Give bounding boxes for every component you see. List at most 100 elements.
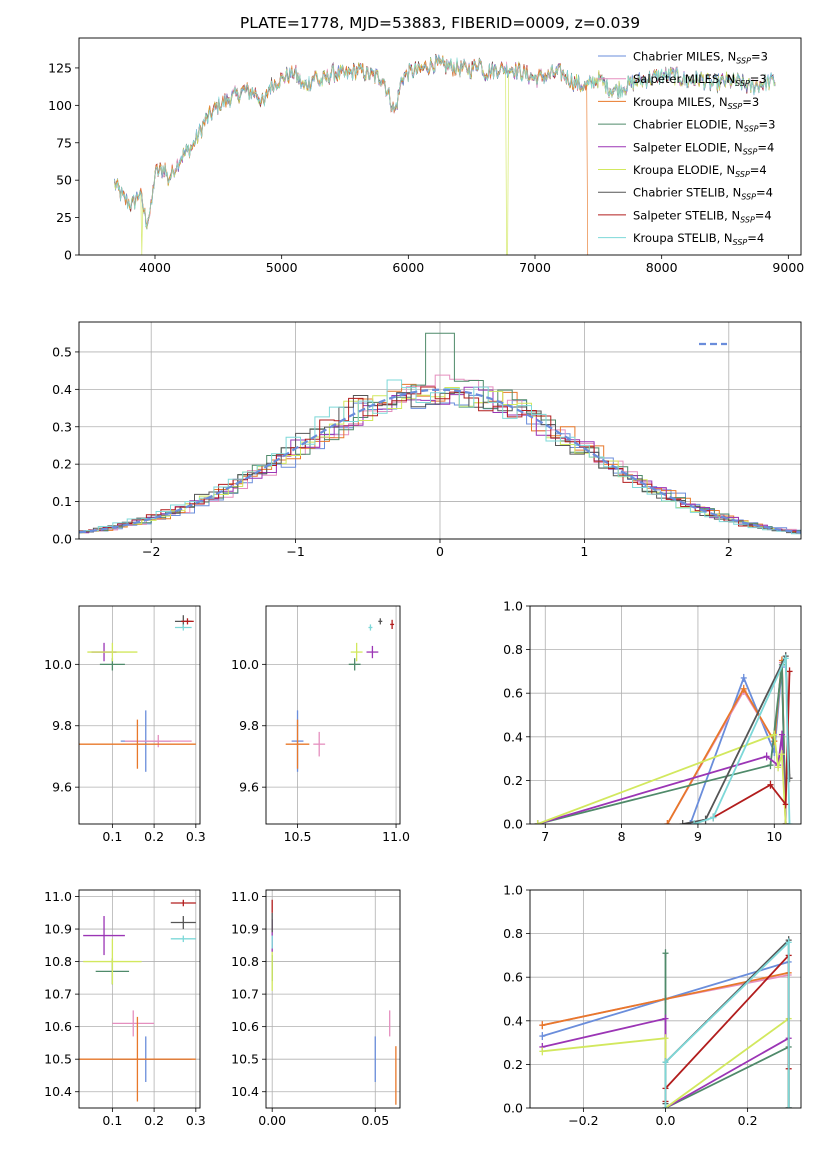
plot-area-mass_vs_ebv [271, 899, 397, 1105]
legend-label: Chabrier ELODIE, NSSP=3 [633, 118, 775, 134]
legend-label: Kroupa ELODIE, NSSP=4 [633, 163, 767, 179]
y-tick-label: 0.4 [52, 382, 72, 397]
panel-massweight_vs_age: 7 8 9 10 0.0 0.2 0.4 0.6 0.8 1.0 [503, 599, 802, 844]
errorbar-point-2 [124, 734, 192, 748]
errorbar-point-9 [368, 624, 373, 631]
legend-model-name: Chabrier ELODIE, N [633, 118, 744, 132]
x-tick-label: 1 [580, 544, 588, 559]
x-tick-label: 5000 [266, 260, 298, 275]
legend-model-name: Salpeter STELIB, N [633, 208, 740, 222]
legend-label: Chabrier STELIB, NSSP=4 [633, 186, 773, 202]
legend-model-name: Chabrier MILES, N [633, 50, 736, 64]
errorbar-point-6 [87, 642, 138, 662]
panel-residuals: −2 −1 0 1 2 0.0 0.1 0.2 0.3 0.4 0.5 [52, 321, 802, 559]
plot-area-spectrum [114, 53, 776, 255]
errorbar-point-9 [174, 624, 192, 631]
x-tick-label: −1 [286, 544, 304, 559]
errorbar-point-7 [378, 618, 383, 625]
y-tick-label: 0.8 [503, 926, 523, 941]
legend-model-name: Salpeter MILES, N [633, 72, 735, 86]
axes-frame [265, 889, 401, 1109]
y-tick-label: 25 [56, 210, 72, 225]
x-tick-label: 4000 [139, 260, 171, 275]
x-tick-label: 9000 [772, 260, 804, 275]
x-tick-label: 8000 [646, 260, 678, 275]
legend-nssp: =4 [757, 140, 774, 154]
legend-nssp: =3 [742, 95, 759, 109]
legend-nssp: =4 [750, 163, 767, 177]
plot-area-age_vs_mass [285, 618, 395, 772]
legend-nssp: =3 [759, 118, 776, 132]
errorbar-point-3 [285, 719, 310, 769]
histogram-step-8 [79, 386, 801, 534]
x-tick-label: 0.0 [656, 1113, 676, 1128]
y-tick-label: 125 [48, 60, 72, 75]
y-tick-label: 0.2 [503, 773, 523, 788]
y-tick-label: 0.2 [503, 1057, 523, 1072]
plot-area-mass_vs_Z [79, 899, 196, 1102]
x-tick-label: 9 [694, 829, 702, 844]
y-tick-label: 0.8 [503, 642, 523, 657]
x-tick-label: 0.3 [186, 1113, 206, 1128]
errorbar-point-4 [348, 658, 361, 671]
legend-model-name: Kroupa ELODIE, N [633, 163, 735, 177]
weight-series-4 [537, 664, 787, 824]
x-tick-label: 0.1 [102, 1113, 122, 1128]
errorbar-point-3 [79, 1016, 196, 1102]
x-tick-label: 7 [541, 829, 549, 844]
y-tick-label: 0.4 [503, 729, 523, 744]
y-tick-label: 0.5 [52, 344, 72, 359]
axes-frame [78, 605, 201, 825]
legend-label: Salpeter STELIB, NSSP=4 [633, 208, 772, 224]
y-tick-label: 75 [56, 135, 72, 150]
plot-area-massweight_vs_Z [539, 936, 792, 1108]
y-tick-label: 10.6 [44, 1019, 72, 1034]
x-tick-label: 0 [436, 544, 444, 559]
axes-frame [265, 605, 401, 825]
y-tick-label: 0.2 [52, 457, 72, 472]
weight-series-9 [693, 657, 791, 824]
y-tick-label: 11.0 [44, 889, 72, 904]
errorbar-point-5 [83, 916, 125, 956]
x-tick-label: 0.05 [361, 1113, 389, 1128]
x-tick-label: 0.1 [102, 829, 122, 844]
legend-nssp: =4 [747, 231, 764, 245]
x-tick-label: 0.2 [144, 1113, 164, 1128]
y-tick-label: 9.8 [239, 718, 259, 733]
axes-frame [78, 889, 201, 1109]
x-tick-label: 11.0 [382, 829, 410, 844]
legend-nssp: =3 [751, 50, 768, 64]
legend-label: Salpeter MILES, NSSP=3 [633, 72, 767, 88]
errorbar-point-3 [79, 719, 196, 769]
x-tick-label: −2 [142, 544, 160, 559]
x-tick-label: 10.5 [284, 829, 312, 844]
y-tick-label: 0.0 [503, 1101, 523, 1116]
spectrum-line-9 [114, 54, 776, 227]
plot-area-age_vs_Z [79, 615, 196, 772]
y-tick-label: 10.8 [231, 954, 259, 969]
errorbar-point-2 [112, 1010, 155, 1037]
y-tick-label: 100 [48, 98, 72, 113]
y-tick-label: 10.6 [231, 1019, 259, 1034]
y-tick-label: 0.3 [52, 419, 72, 434]
axes-frame [78, 37, 802, 256]
errorbar-point-8 [170, 899, 196, 907]
x-tick-label: −0.2 [568, 1113, 598, 1128]
panel-mass_vs_Z: 0.1 0.2 0.3 10.4 10.5 10.6 10.7 10.8 10.9 11.0 [44, 889, 206, 1128]
x-tick-label: 0.2 [144, 829, 164, 844]
x-tick-label: 0.2 [738, 1113, 758, 1128]
y-tick-label: 10.9 [44, 922, 72, 937]
figure-title: PLATE=1778, MJD=53883, FIBERID=0009, z=0… [240, 14, 640, 32]
axes-frame [529, 605, 802, 825]
x-tick-label: 0.00 [258, 1113, 286, 1128]
legend-label: Salpeter ELODIE, NSSP=4 [633, 140, 774, 156]
y-tick-label: 1.0 [503, 599, 523, 614]
y-tick-label: 0.6 [503, 970, 523, 985]
y-tick-label: 10.5 [231, 1052, 259, 1067]
panel-spectrum: 4000 5000 6000 7000 8000 9000 0 25 50 75 100 125 Cha… [48, 37, 804, 275]
y-tick-label: 10.0 [231, 657, 259, 672]
y-tick-label: 9.6 [52, 780, 72, 795]
legend-model-name: Chabrier STELIB, N [633, 186, 741, 200]
